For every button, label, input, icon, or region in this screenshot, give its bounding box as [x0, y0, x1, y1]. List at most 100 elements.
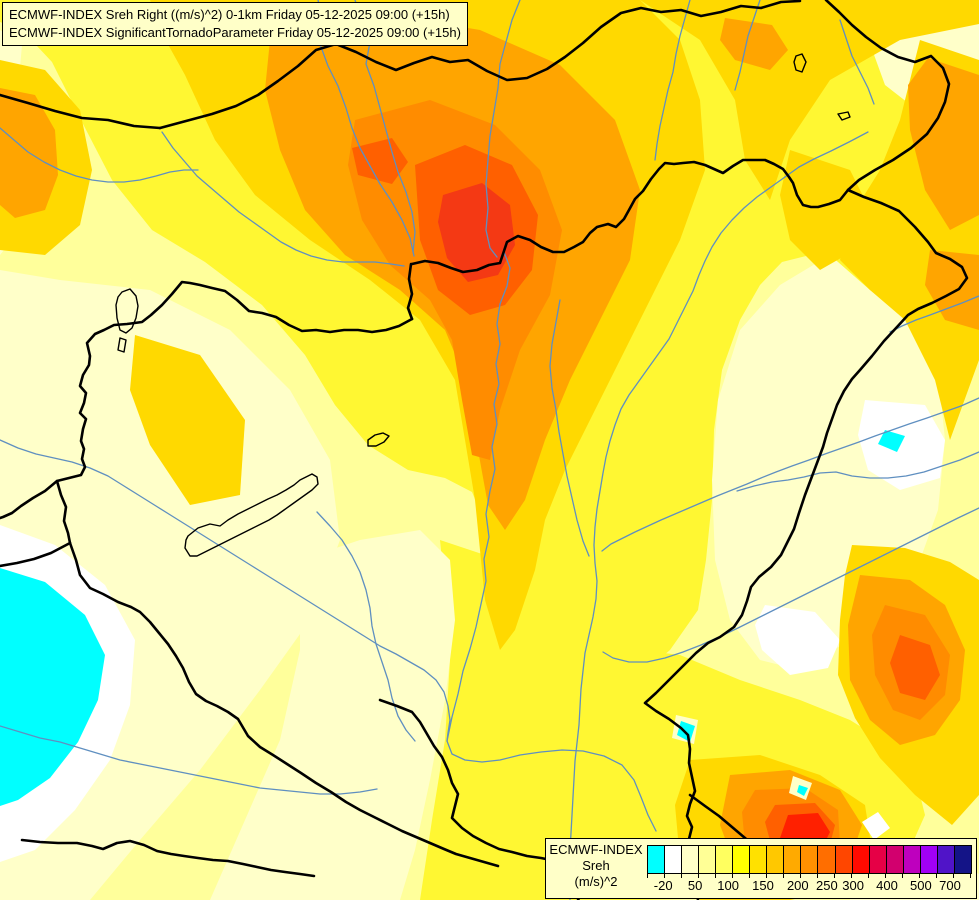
- legend-tickmark: [698, 873, 699, 878]
- legend-swatch-5: [733, 846, 751, 873]
- legend-box: ECMWF-INDEX Sreh (m/s)^2 -20 50 100 150 200 2…: [545, 838, 977, 899]
- legend-tickmark: [749, 873, 750, 878]
- border-hungary-romania-serbia: [643, 188, 969, 900]
- river-tisza: [569, 131, 869, 900]
- legend-swatch-17: [937, 846, 955, 873]
- contour-cream-south-center: [210, 530, 455, 900]
- contour-white-east-1: [858, 400, 945, 490]
- contour-orangered-southeast: [890, 635, 940, 700]
- legend-tickmark: [970, 873, 971, 878]
- contour-cyan-dot-south: [797, 785, 808, 796]
- legend-tick-300: 300: [842, 878, 864, 893]
- legend-tick-200: 200: [786, 878, 809, 893]
- legend-swatch-11: [835, 846, 853, 873]
- legend-tickmark: [681, 873, 682, 878]
- legend-tickmark: [936, 873, 937, 878]
- legend-tickmark: [868, 873, 869, 878]
- contour-yellow-south-center: [420, 540, 650, 900]
- legend-tickmark: [647, 873, 648, 878]
- legend-tickmark: [834, 873, 835, 878]
- contour-cyan-spot-east: [878, 430, 905, 452]
- legend-swatch-1: [665, 846, 683, 873]
- legend-tick-700: 700: [939, 878, 961, 893]
- river-koros-1: [601, 397, 979, 552]
- river-maros: [602, 507, 979, 663]
- contour-cyan-southwest: [0, 568, 105, 806]
- contour-white-east-2: [755, 605, 840, 675]
- legend-label-line-2: Sreh: [582, 858, 610, 873]
- border-hungary-croatia: [68, 541, 500, 868]
- river-drava: [0, 439, 451, 742]
- border-czech-austria: [0, 93, 162, 130]
- legend-swatch-4: [716, 846, 734, 873]
- contour-orangered-small: [352, 138, 408, 184]
- border-austria-slovakia: [406, 262, 414, 321]
- contour-red-core-main: [438, 183, 515, 282]
- legend-swatch-3: [699, 846, 717, 873]
- legend-label-line-3: (m/s)^2: [574, 874, 618, 889]
- legend-swatch-16: [920, 846, 938, 873]
- river-northeast-small: [734, 0, 761, 91]
- legend-swatch-6: [750, 846, 768, 873]
- legend-ticklabels: -20 50 100 150 200 250 300 400 500 700: [647, 878, 971, 894]
- border-slovakia-ukraine: [824, 0, 951, 192]
- river-sava: [0, 725, 378, 795]
- contour-gold-west-center: [130, 335, 245, 505]
- title-line-1: ECMWF-INDEX Sreh Right ((m/s)^2) 0-1km F…: [9, 7, 450, 22]
- lake-small-northeast-1: [793, 53, 807, 73]
- legend-tickmark: [885, 873, 886, 878]
- river-morava: [161, 131, 405, 267]
- legend-tickmark: [902, 873, 903, 878]
- legend-label-line-1: ECMWF-INDEX: [549, 842, 643, 857]
- legend-swatch-15: [903, 846, 921, 873]
- river-dyje: [0, 127, 199, 183]
- border-croatia-bosnia-west: [20, 838, 316, 878]
- legend-tickmark: [783, 873, 784, 878]
- lake-neusiedl: [115, 288, 139, 334]
- border-hungary-slovakia: [410, 158, 850, 274]
- legend-swatch-18: [954, 846, 971, 873]
- legend-tick-400: 400: [876, 878, 898, 893]
- border-austria-hungary: [0, 280, 414, 520]
- contour-orange-east-edge-2: [925, 250, 979, 330]
- legend-tickmark: [766, 873, 767, 878]
- legend-swatch-13: [869, 846, 887, 873]
- legend-tick-250: 250: [816, 878, 838, 893]
- contour-white-diamond-south: [862, 812, 890, 840]
- legend-swatch-2: [682, 846, 700, 873]
- river-ukraine-small: [839, 19, 875, 105]
- border-slovenia-croatia: [0, 541, 72, 568]
- lake-small-west: [117, 337, 127, 353]
- legend-swatch-0: [648, 846, 666, 873]
- legend-tickmark: [732, 873, 733, 878]
- lake-velence: [367, 432, 390, 447]
- river-danube-lower: [446, 251, 657, 832]
- contour-orange-east-edge-1: [908, 58, 979, 230]
- contour-gold-north-edge: [640, 0, 979, 200]
- legend-swatch-14: [886, 846, 904, 873]
- legend-tickmark: [800, 873, 801, 878]
- legend-swatch-10: [818, 846, 836, 873]
- river-zagyva: [549, 299, 590, 557]
- contour-gold-northeast: [780, 150, 870, 270]
- river-szamos: [889, 295, 979, 333]
- river-hron: [485, 0, 521, 258]
- legend-tickmark: [851, 873, 852, 878]
- legend-tickmark: [919, 873, 920, 878]
- river-koros-2: [736, 451, 979, 492]
- legend-tick-50: 50: [687, 878, 703, 893]
- legend-tickmark: [715, 873, 716, 878]
- title-box: ECMWF-INDEX Sreh Right ((m/s)^2) 0-1km F…: [2, 2, 468, 46]
- legend-tick--20: -20: [653, 878, 673, 893]
- legend-tickmark: [953, 873, 954, 878]
- legend-swatch-8: [784, 846, 802, 873]
- river-sio: [316, 511, 416, 742]
- border-slovenia-hungary: [55, 479, 72, 545]
- legend-tickmark: [817, 873, 818, 878]
- contour-orange-north-small: [720, 18, 788, 70]
- legend-colorbar: [647, 845, 972, 874]
- legend-swatch-9: [801, 846, 819, 873]
- title-line-2: ECMWF-INDEX SignificantTornadoParameter …: [9, 25, 461, 40]
